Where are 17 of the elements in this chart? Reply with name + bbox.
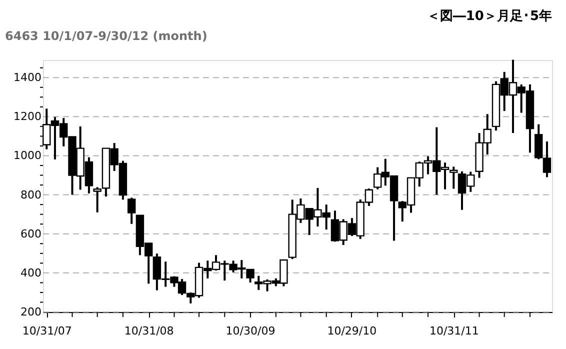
y-tick-label: 800 (20, 188, 42, 202)
y-tick-label: 1000 (14, 149, 42, 162)
x-tick-label: 10/31/08 (124, 324, 174, 338)
candlestick (450, 166, 458, 190)
x-tick-label: 10/31/07 (22, 324, 72, 338)
x-tick-label: 10/31/11 (429, 324, 479, 338)
candlestick (127, 196, 136, 225)
y-tick-label: 1400 (14, 71, 42, 84)
x-tick-label: 10/29/10 (327, 324, 377, 338)
chart-subtitle: 6463 10/1/07-9/30/12 (month) (5, 29, 208, 43)
candlestick (93, 186, 102, 214)
y-tick-label: 1200 (14, 110, 42, 124)
y-tick-label: 400 (20, 266, 42, 280)
y-tick-label: 200 (20, 306, 42, 318)
y-tick-label: 600 (20, 227, 42, 240)
x-tick-label: 10/30/09 (226, 324, 276, 338)
chart-title: ＜図―10＞月足･5年 (426, 9, 552, 24)
